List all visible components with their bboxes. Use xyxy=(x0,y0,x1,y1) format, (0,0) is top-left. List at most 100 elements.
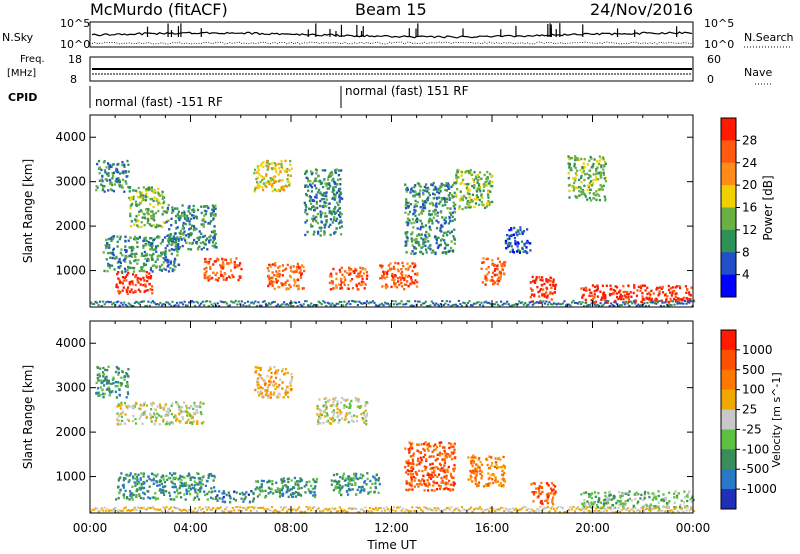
power-cell xyxy=(420,209,424,212)
power-cell xyxy=(529,249,532,252)
velocity-cell xyxy=(98,375,101,378)
velocity-cell xyxy=(443,449,446,453)
velocity-cell xyxy=(316,404,319,408)
velocity-cell xyxy=(153,414,156,417)
power-cell xyxy=(273,287,276,290)
power-cell xyxy=(115,301,118,304)
power-cell xyxy=(214,233,218,236)
velocity-cell xyxy=(471,480,474,483)
power-cell xyxy=(293,301,296,304)
velocity-cell xyxy=(430,477,433,480)
power-cell xyxy=(174,304,177,307)
power-cell xyxy=(169,239,172,242)
power-cell xyxy=(188,206,191,210)
power-cell xyxy=(105,246,108,250)
power-cell xyxy=(121,163,124,167)
power-cell xyxy=(340,225,344,228)
power-cell xyxy=(211,244,214,248)
power-cell xyxy=(335,272,338,275)
power-cell xyxy=(278,275,281,278)
power-cell xyxy=(285,287,288,290)
power-cell xyxy=(339,270,342,274)
velocity-cell xyxy=(424,483,428,486)
power-cell xyxy=(144,254,147,257)
power-cell xyxy=(261,178,264,182)
power-cell xyxy=(676,300,680,303)
power-cell xyxy=(228,275,231,278)
power-cell xyxy=(203,276,206,280)
velocity-cell xyxy=(410,472,413,476)
power-cell xyxy=(615,292,618,295)
velocity-cell xyxy=(235,491,238,494)
power-cell xyxy=(164,259,167,262)
power-cell xyxy=(612,288,615,292)
power-cell xyxy=(427,196,430,199)
power-cell xyxy=(137,213,140,216)
power-cell xyxy=(498,260,501,264)
power-cell xyxy=(107,162,110,165)
power-cell xyxy=(113,268,116,271)
velocity-cell xyxy=(110,382,113,386)
velocity-cell xyxy=(118,477,121,480)
power-cell xyxy=(586,188,589,192)
velocity-cell xyxy=(198,480,201,483)
power-cell xyxy=(271,189,274,193)
power-cell xyxy=(136,237,139,240)
power-cell xyxy=(593,290,596,293)
power-cell xyxy=(131,282,134,286)
power-cell xyxy=(146,221,149,224)
velocity-cell xyxy=(244,496,247,499)
power-cell xyxy=(361,283,364,286)
power-cell xyxy=(490,279,494,282)
power-cell xyxy=(449,220,452,223)
velocity-cell xyxy=(550,489,554,492)
velocity-cell xyxy=(405,480,408,483)
power-cell xyxy=(260,304,263,307)
velocity-cell xyxy=(657,490,660,493)
power-cell xyxy=(189,232,192,235)
velocity-cell xyxy=(180,509,183,512)
velocity-cell xyxy=(410,477,413,481)
velocity-cell xyxy=(221,510,224,512)
power-cell xyxy=(437,189,440,192)
power-cell xyxy=(622,297,625,301)
power-cell xyxy=(206,260,209,264)
power-cell xyxy=(176,226,179,229)
power-cell xyxy=(530,289,534,292)
velocity-cell xyxy=(167,412,170,415)
power-cell xyxy=(103,169,106,172)
power-cell xyxy=(649,293,652,296)
power-cell xyxy=(165,220,168,224)
velocity-cell xyxy=(582,504,585,507)
power-cell xyxy=(449,207,452,210)
power-cell xyxy=(569,304,572,307)
freq-tick-bottom: 8 xyxy=(70,73,77,86)
velocity-cell xyxy=(335,404,338,408)
velocity-cell xyxy=(651,492,654,495)
power-cell xyxy=(189,212,192,215)
velocity-cell xyxy=(419,456,422,459)
power-cell xyxy=(163,200,166,203)
power-cell xyxy=(118,278,121,281)
power-cell xyxy=(212,205,215,209)
velocity-cell xyxy=(423,442,426,446)
power-cell xyxy=(162,267,165,271)
power-cell xyxy=(404,267,407,271)
power-cell xyxy=(111,183,114,187)
power-cell xyxy=(109,178,112,182)
velocity-cell xyxy=(197,498,200,501)
power-cell xyxy=(489,302,492,305)
power-cell xyxy=(127,170,130,173)
velocity-cell xyxy=(535,491,538,494)
power-cell xyxy=(600,164,603,167)
power-cell xyxy=(207,276,210,279)
power-cell xyxy=(209,220,213,223)
velocity-cell xyxy=(105,382,108,385)
velocity-cell xyxy=(151,415,154,419)
velocity-cell xyxy=(636,502,639,505)
velocity-cell xyxy=(660,499,663,502)
velocity-cell xyxy=(324,415,327,418)
velocity-cell xyxy=(132,493,135,497)
power-cell xyxy=(165,211,168,214)
power-cell xyxy=(574,176,577,179)
